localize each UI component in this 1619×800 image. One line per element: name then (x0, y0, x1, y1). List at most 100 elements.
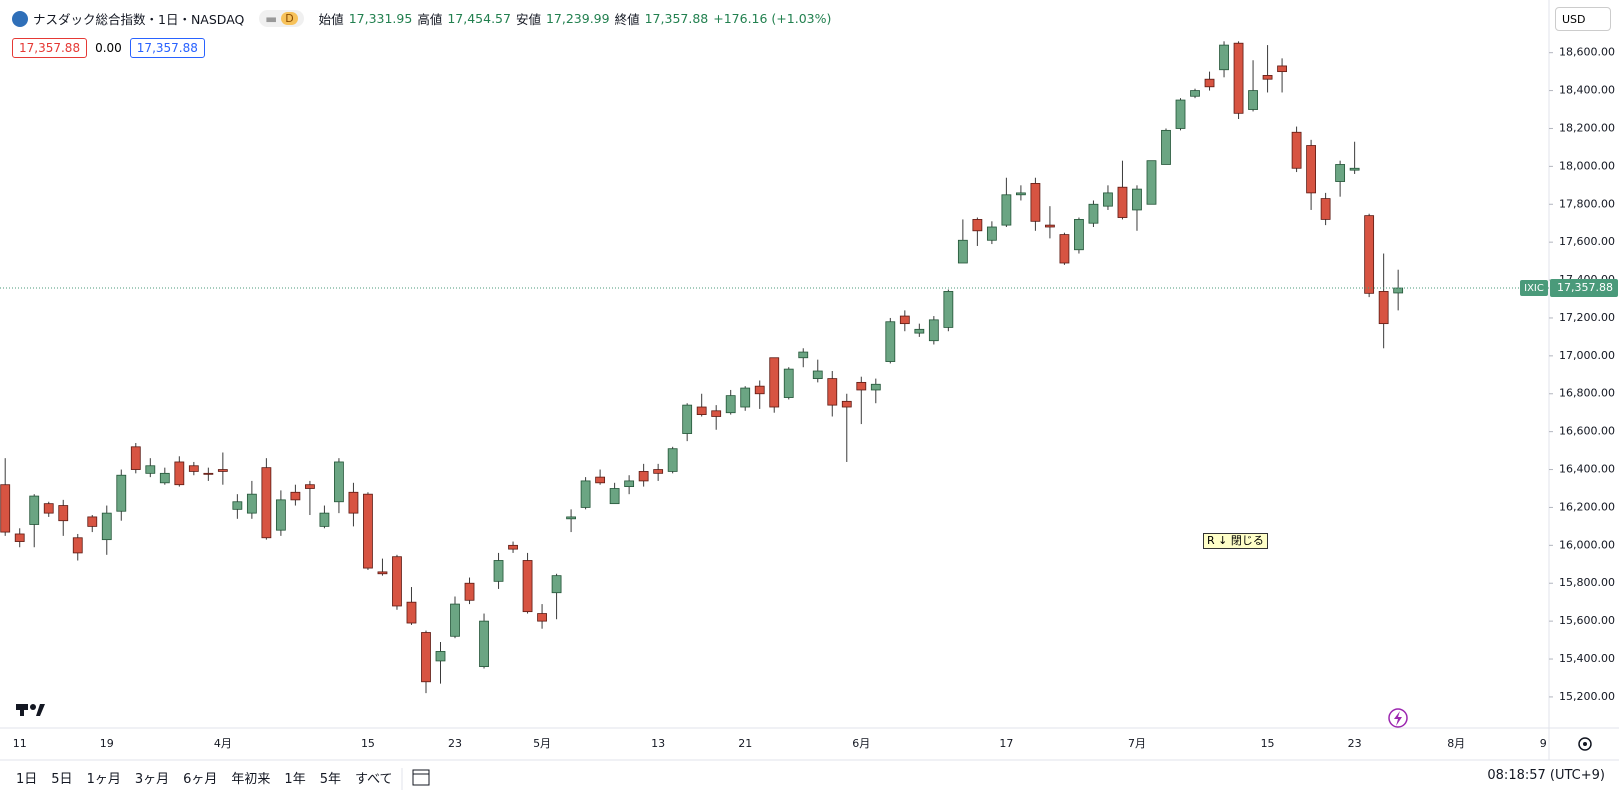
candle-body (740, 387, 751, 408)
candle-body (130, 446, 141, 470)
candle-body (87, 516, 98, 527)
candle-body (609, 488, 620, 505)
y-tick-label: 17,200.00 (1559, 311, 1615, 324)
candle-body (0, 484, 11, 533)
candle-body (188, 465, 199, 472)
range-button[interactable]: 年初来 (231, 772, 271, 787)
candle-body (1132, 188, 1142, 211)
candle-body (870, 383, 881, 391)
candle-body (653, 469, 664, 474)
candle-body (1248, 90, 1258, 110)
x-tick-label: 6月 (852, 737, 870, 750)
candle-body (1161, 129, 1171, 165)
candle-body (711, 410, 722, 417)
y-tick-label: 18,400.00 (1559, 84, 1615, 97)
settings-icon[interactable] (1578, 737, 1592, 751)
candle-body (682, 404, 693, 434)
range-toolbar: 1日 5日 1ヶ月 3ヶ月 6ヶ月 年初来 1年 5年 すべて (16, 768, 393, 787)
candle-body (29, 495, 40, 525)
y-tick-label: 17,600.00 (1559, 235, 1615, 248)
candle-body (914, 328, 925, 334)
label: 高値 (417, 12, 443, 27)
value: 17,331.95 (348, 11, 413, 26)
candle-body (1059, 234, 1070, 264)
range-button[interactable]: 5日 (51, 772, 73, 787)
candle-body (537, 613, 547, 622)
candle-body (1030, 183, 1041, 222)
candle-body (290, 491, 301, 501)
candle-body (275, 499, 286, 531)
range-button[interactable]: 6ヶ月 (183, 772, 218, 787)
candle-body (972, 219, 983, 232)
legend: ナスダック総合指数・1日・NASDAQ ▬ D 始値 17,331.95 高値 17,… (12, 9, 831, 28)
candle-body (1378, 291, 1389, 325)
change: +176.16 (+1.03%) (713, 11, 832, 26)
candle-body (377, 571, 388, 575)
candle-body (116, 474, 127, 512)
label: 終値 (614, 12, 640, 27)
value: 17,239.99 (545, 11, 610, 26)
y-tick-label: 16,800.00 (1559, 387, 1615, 400)
sell-button[interactable]: 17,357.88 (12, 38, 88, 58)
candle-body (217, 469, 228, 472)
y-tick-label: 16,200.00 (1559, 500, 1615, 513)
y-tick-label: 16,400.00 (1559, 463, 1615, 476)
candle-body (1175, 99, 1186, 129)
candle-body (363, 493, 373, 569)
candle-body (595, 476, 606, 484)
candle-body (812, 370, 823, 379)
candle-body (783, 368, 794, 398)
x-tick-label: 15 (1261, 737, 1275, 750)
status-pill: ▬ D (259, 10, 304, 27)
value: 17,454.57 (447, 11, 511, 26)
candle-body (348, 491, 359, 514)
candle-body (334, 461, 344, 503)
candle-body (1103, 192, 1113, 207)
symbol-title[interactable]: ナスダック総合指数・1日・NASDAQ (33, 12, 245, 27)
candle-body (1016, 192, 1026, 196)
candle-body (885, 321, 896, 362)
candle-body (72, 537, 83, 554)
range-button[interactable]: 1ヶ月 (86, 772, 121, 787)
candle-body (624, 480, 635, 487)
candle-body (1306, 145, 1316, 194)
candle-body (1320, 198, 1331, 220)
last-price-tag: 17,357.88 (1557, 281, 1613, 294)
candle-body (827, 378, 838, 406)
candle-body (1291, 131, 1302, 169)
range-button[interactable]: 1日 (16, 772, 38, 787)
lightning-icon[interactable] (1388, 708, 1408, 728)
value: 17,357.88 (644, 11, 709, 26)
y-tick-label: 16,600.00 (1559, 425, 1615, 438)
candle-body (1074, 219, 1084, 251)
y-tick-label: 18,200.00 (1559, 121, 1615, 134)
y-tick-label: 15,400.00 (1559, 652, 1615, 665)
candle-body (58, 505, 69, 522)
calendar-icon[interactable] (412, 769, 430, 786)
candle-body (493, 560, 504, 582)
buy-button[interactable]: 17,357.88 (129, 38, 205, 58)
badge: D (281, 12, 298, 25)
x-tick-label: 21 (738, 737, 752, 750)
candle-body (986, 226, 997, 241)
range-button[interactable]: 3ヶ月 (134, 772, 170, 787)
y-tick-label: 18,600.00 (1559, 46, 1615, 59)
range-button[interactable]: すべて (354, 772, 393, 787)
y-tick-label: 15,600.00 (1559, 614, 1615, 627)
candle-body (841, 400, 852, 408)
candle-body (305, 484, 315, 489)
candle-body (1001, 194, 1012, 226)
candle-body (754, 385, 765, 395)
last-price-tag-bg (1550, 279, 1618, 298)
annotation[interactable]: R ↓ 閉じる (1203, 533, 1268, 549)
candle-body (1146, 160, 1157, 205)
candle-body (1219, 44, 1229, 71)
candle-body (508, 544, 518, 550)
range-button[interactable]: 1年 (284, 772, 306, 787)
currency-select[interactable]: USD (1555, 7, 1611, 31)
candle-body (421, 632, 431, 683)
candle-body (1190, 90, 1200, 97)
range-button[interactable]: 5年 (319, 772, 341, 787)
candle-body (798, 351, 809, 359)
candle-body (261, 467, 272, 539)
